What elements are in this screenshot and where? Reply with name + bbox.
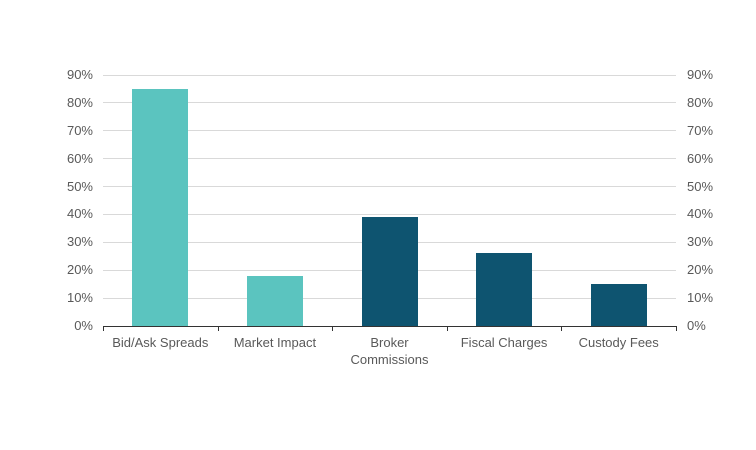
gridline [103, 130, 676, 132]
bar [590, 284, 647, 326]
x-axis-tick [332, 326, 334, 331]
y-axis-tick-label-left: 50% [66, 178, 93, 194]
gridline [103, 158, 676, 160]
x-axis-tick [561, 326, 563, 331]
y-axis-tick-label-right: 50% [687, 178, 714, 194]
y-axis-tick-label-left: 70% [66, 122, 93, 138]
y-axis-tick-label-right: 0% [687, 318, 706, 333]
y-axis-tick-label-left: 0% [74, 318, 93, 333]
y-axis-tick-label-left: 30% [66, 234, 93, 250]
gridline [103, 213, 676, 215]
gridline [103, 102, 676, 104]
y-axis-tick-label-left: 20% [66, 262, 93, 278]
x-axis-line [103, 326, 677, 327]
x-axis-category-label: Custody Fees [578, 335, 659, 350]
y-axis-tick-label-right: 80% [687, 94, 714, 110]
y-axis-tick-label-right: 70% [687, 122, 714, 138]
y-axis-tick-label-left: 60% [66, 150, 93, 166]
x-axis-tick [217, 326, 219, 331]
y-axis-tick-label-left: 10% [66, 290, 93, 306]
y-axis-tick-label-right: 10% [687, 290, 714, 306]
bar [132, 88, 189, 326]
x-axis-category-label: Fiscal Charges [460, 335, 548, 350]
x-axis-category-label: Market Impact [233, 335, 317, 350]
x-axis-category-label: Bid/Ask Spreads [112, 335, 209, 350]
y-axis-tick-label-right: 90% [687, 67, 714, 82]
y-axis-tick-label-left: 80% [66, 94, 93, 110]
gridline [103, 186, 676, 188]
x-axis-tick [446, 326, 448, 331]
gridline [103, 74, 676, 76]
y-axis-tick-label-right: 60% [687, 150, 714, 166]
y-axis-tick-label-left: 90% [66, 67, 93, 82]
x-axis-tick [103, 326, 104, 331]
x-axis-category-label: Broker Commissions [350, 335, 429, 367]
bar [246, 275, 303, 326]
x-axis-tick [676, 326, 677, 331]
y-axis-tick-label-left: 40% [66, 206, 93, 222]
y-axis-tick-label-right: 20% [687, 262, 714, 278]
y-axis-tick-label-right: 30% [687, 234, 714, 250]
bar [476, 253, 533, 326]
y-axis-tick-label-right: 40% [687, 206, 714, 222]
bar [361, 217, 418, 326]
